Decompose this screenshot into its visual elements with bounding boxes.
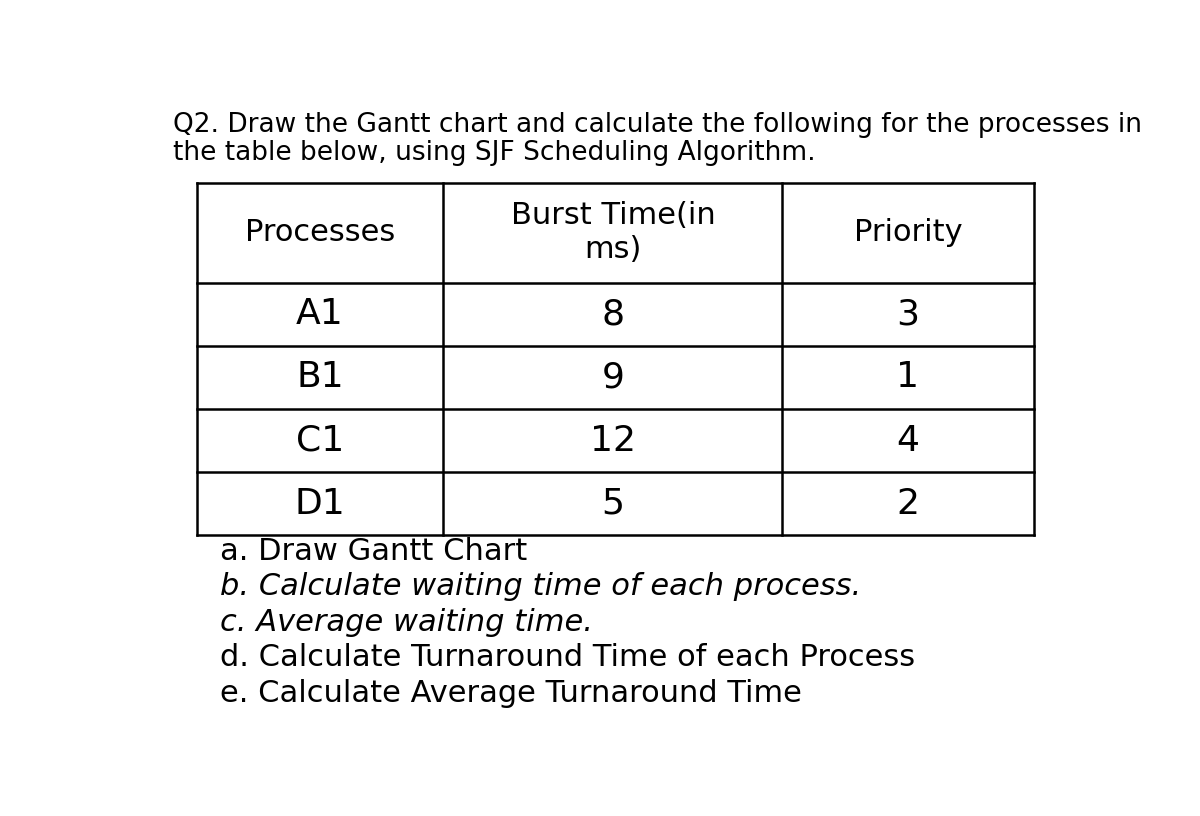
Text: Q2. Draw the Gantt chart and calculate the following for the processes in: Q2. Draw the Gantt chart and calculate t…: [173, 112, 1142, 138]
Text: 8: 8: [601, 297, 624, 331]
Text: a. Draw Gantt Chart: a. Draw Gantt Chart: [220, 537, 527, 565]
Text: b. Calculate waiting time of each process.: b. Calculate waiting time of each proces…: [220, 572, 862, 601]
Text: B1: B1: [296, 361, 343, 394]
Text: 9: 9: [601, 361, 624, 394]
Text: 1: 1: [896, 361, 919, 394]
Text: Burst Time(in
ms): Burst Time(in ms): [510, 202, 715, 264]
Text: 3: 3: [896, 297, 919, 331]
Text: A1: A1: [296, 297, 344, 331]
Text: D1: D1: [294, 486, 346, 521]
Text: 12: 12: [590, 424, 636, 458]
Text: Priority: Priority: [853, 218, 962, 247]
Text: e. Calculate Average Turnaround Time: e. Calculate Average Turnaround Time: [220, 678, 802, 707]
Text: d. Calculate Turnaround Time of each Process: d. Calculate Turnaround Time of each Pro…: [220, 643, 914, 672]
Text: the table below, using SJF Scheduling Algorithm.: the table below, using SJF Scheduling Al…: [173, 140, 816, 166]
Text: Processes: Processes: [245, 218, 395, 247]
Text: c. Average waiting time.: c. Average waiting time.: [220, 608, 593, 636]
Text: 2: 2: [896, 486, 919, 521]
Text: 4: 4: [896, 424, 919, 458]
Text: 5: 5: [601, 486, 624, 521]
Text: C1: C1: [296, 424, 344, 458]
